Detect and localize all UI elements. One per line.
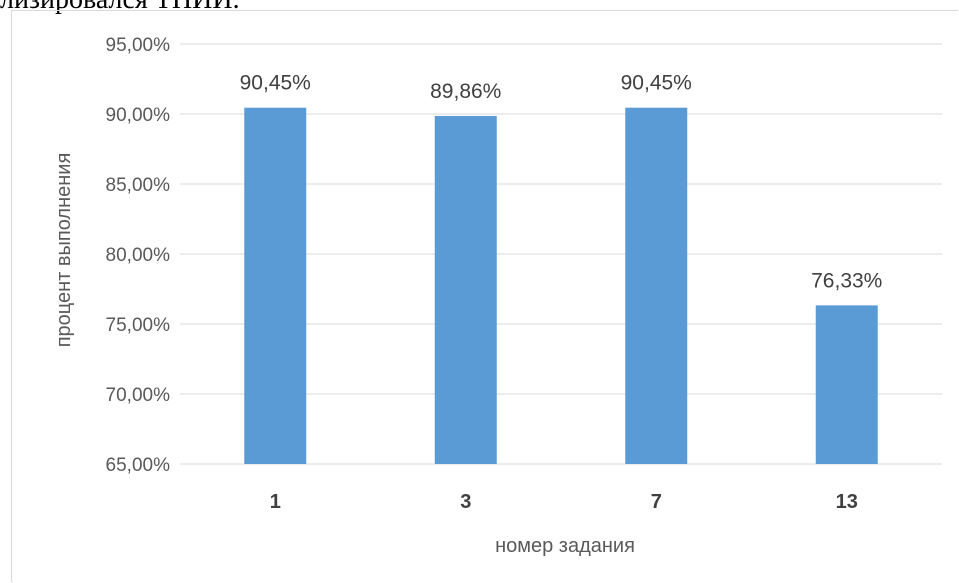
x-category-label: 3 (460, 491, 471, 513)
bar-1 (244, 107, 307, 464)
data-label-7: 90,45% (621, 72, 692, 95)
x-category-label: 13 (836, 491, 858, 513)
data-labels: 90,45% 89,86% 90,45% 76,33% (240, 72, 883, 293)
bar-7 (625, 107, 688, 464)
y-tick-label: 80,00% (106, 245, 171, 266)
bar-13 (815, 305, 878, 464)
data-label-3: 89,86% (430, 80, 501, 103)
y-tick-label: 70,00% (106, 385, 171, 406)
y-tick-label: 85,00% (106, 175, 171, 196)
x-category-label: 1 (270, 491, 281, 513)
y-axis-title: процент выполнения (53, 153, 75, 348)
x-axis-categories: 1 3 7 13 (270, 491, 858, 513)
y-tick-label: 75,00% (106, 315, 171, 336)
y-tick-label: 90,00% (106, 105, 171, 126)
data-label-1: 90,45% (240, 72, 311, 95)
y-tick-label: 95,00% (106, 35, 171, 56)
gridlines (180, 43, 942, 465)
y-tick-label: 65,00% (106, 455, 171, 476)
x-axis-title: номер задания (495, 535, 635, 557)
data-label-13: 76,33% (811, 269, 882, 292)
bar-3 (434, 115, 497, 465)
preceding-document-text: лизировался ТНИИ. (0, 0, 240, 16)
x-category-label: 7 (651, 491, 662, 513)
bars (244, 107, 878, 465)
y-axis-ticks: 65,00% 70,00% 75,00% 80,00% 85,00% 90,00% 95,0… (106, 35, 171, 476)
chart-frame (11, 10, 958, 582)
